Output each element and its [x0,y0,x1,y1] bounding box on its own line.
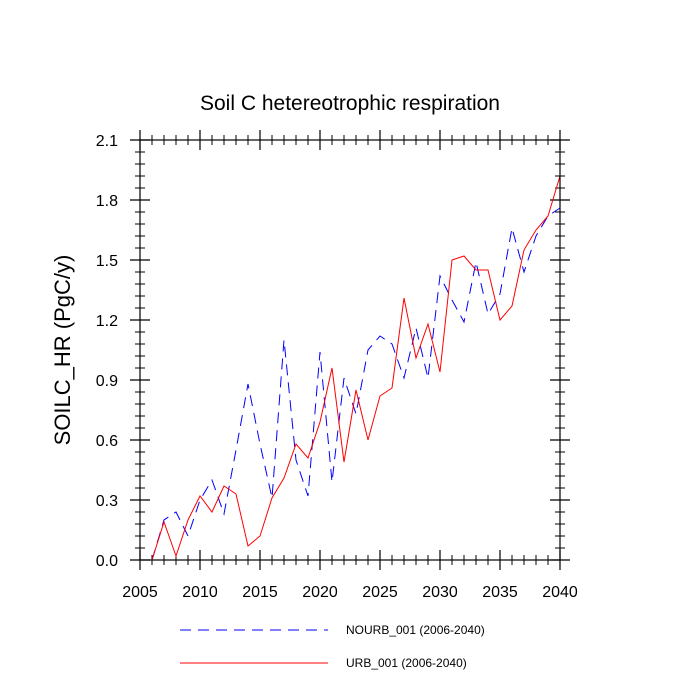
legend-label-urb: URB_001 (2006-2040) [346,656,467,670]
y-tick-label: 0.6 [96,433,118,450]
x-tick-label: 2040 [542,584,578,601]
y-tick-label: 1.2 [96,313,118,330]
y-tick-label: 2.1 [96,133,118,150]
legend: NOURB_001 (2006-2040) URB_001 (2006-2040… [180,623,485,670]
plot-frame [139,139,561,561]
series-line-nourb [151,207,561,561]
y-tick-label: 0.9 [96,373,118,390]
x-tick-label: 2005 [122,584,158,601]
x-tick-label: 2010 [182,584,218,601]
chart-title: Soil C hetereotrophic respiration [200,92,500,115]
y-tick-label: 1.8 [96,193,118,210]
x-tick-label: 2020 [302,584,338,601]
y-tick-label: 0.3 [96,493,118,510]
series-line-urb [151,175,561,561]
legend-label-nourb: NOURB_001 (2006-2040) [346,623,485,637]
y-tick-label: 0.0 [96,553,118,570]
x-tick-label: 2015 [242,584,278,601]
x-tick-label: 2035 [482,584,518,601]
y-tick-label: 1.5 [96,253,118,270]
x-tick-label: 2025 [362,584,398,601]
tick-labels: 2005 2010 2015 2020 2025 2030 2035 2040 0.0 0.3 0.… [96,133,578,601]
x-tick-label: 2030 [422,584,458,601]
series-layer [151,175,561,561]
y-axis-label: SOILC_HR (PgC/y) [50,255,75,446]
